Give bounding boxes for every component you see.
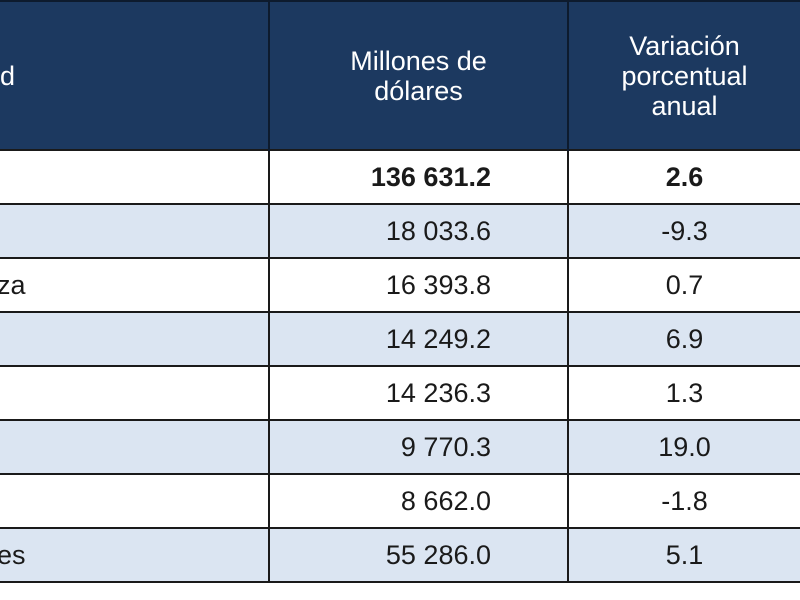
table-body: 136 631.2 2.6 18 033.6 -9.3 oza 16 393.8… [0,149,800,583]
row-concept [0,203,270,258]
table-row: oza 16 393.8 0.7 [0,257,800,312]
row-amount: 8 662.0 [269,473,569,528]
header-concept: d [0,0,270,150]
row-change: 5.1 [568,527,800,583]
row-amount: 16 393.8 [269,257,569,312]
row-change: 6.9 [568,311,800,366]
row-concept [0,419,270,474]
row-change: 1.3 [568,365,800,420]
row-amount: 9 770.3 [269,419,569,474]
row-concept: oza [0,257,270,312]
header-amount-label: Millones de dólares [350,45,487,106]
row-amount: 55 286.0 [269,527,569,583]
table-row: 14 236.3 1.3 [0,365,800,420]
table-row: 136 631.2 2.6 [0,149,800,204]
row-change: 2.6 [568,149,800,204]
table-header-row: d Millones de dólares Variación porcentu… [0,0,800,150]
row-amount: 14 236.3 [269,365,569,420]
row-concept [0,365,270,420]
row-concept: des [0,527,270,583]
row-amount: 14 249.2 [269,311,569,366]
row-amount: 18 033.6 [269,203,569,258]
table-row: 18 033.6 -9.3 [0,203,800,258]
header-change: Variación porcentual anual [568,0,800,150]
row-change: -1.8 [568,473,800,528]
remittance-table: d Millones de dólares Variación porcentu… [0,0,800,583]
row-concept [0,149,270,204]
row-change: 0.7 [568,257,800,312]
table-row: des 55 286.0 5.1 [0,527,800,583]
table-row: 8 662.0 -1.8 [0,473,800,528]
row-concept-label: des [0,539,26,570]
row-concept [0,473,270,528]
table-row: 9 770.3 19.0 [0,419,800,474]
row-change: 19.0 [568,419,800,474]
header-change-label: Variación porcentual anual [621,30,748,121]
header-concept-label: d [0,60,16,91]
table-row: 14 249.2 6.9 [0,311,800,366]
row-change: -9.3 [568,203,800,258]
row-concept [0,311,270,366]
row-concept-label: oza [0,269,26,300]
header-amount: Millones de dólares [269,0,569,150]
row-amount: 136 631.2 [269,149,569,204]
